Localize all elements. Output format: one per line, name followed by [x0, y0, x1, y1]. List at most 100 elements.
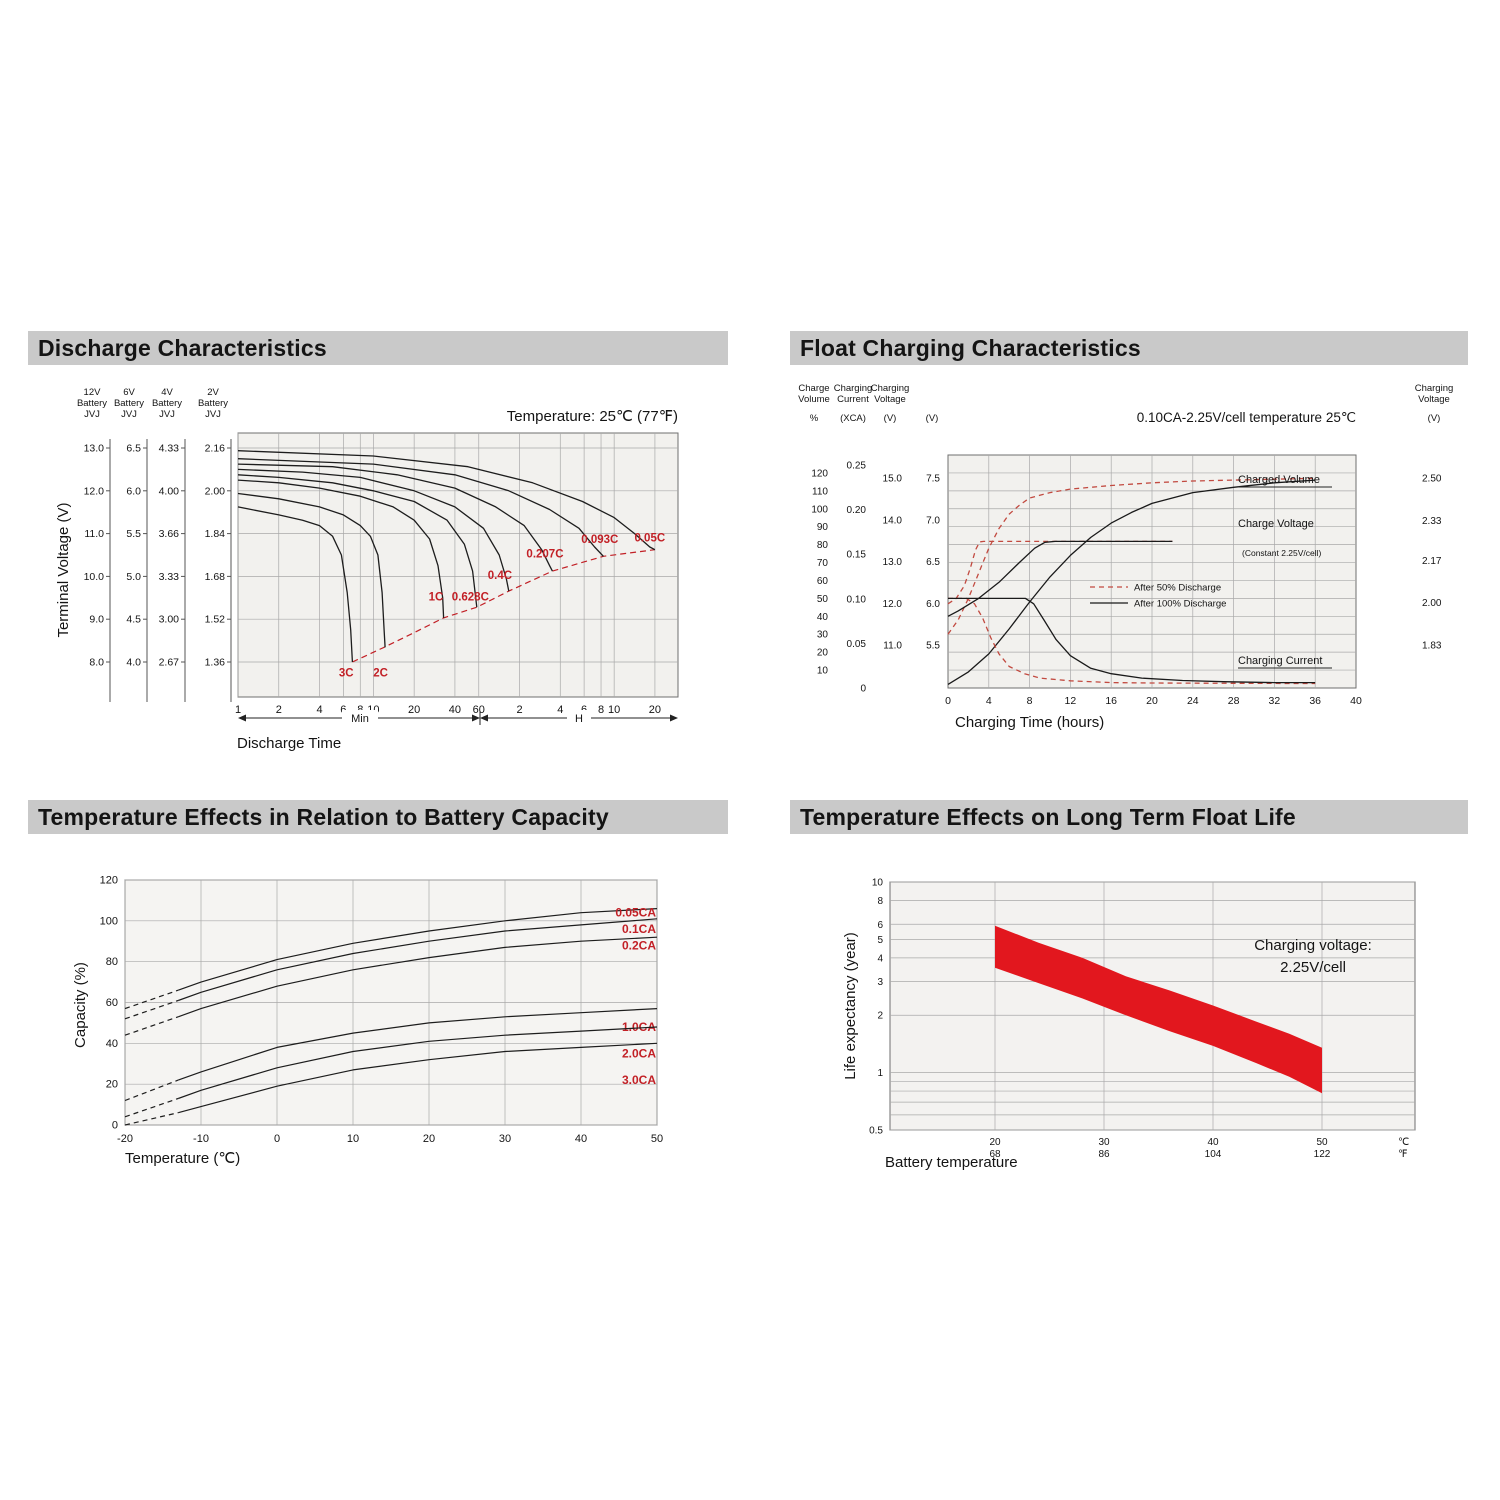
x-tick-label: 0	[945, 695, 951, 707]
y-tick-label: 70	[817, 558, 829, 569]
chart-annotation: 0.10CA-2.25V/cell temperature 25℃	[1137, 410, 1356, 425]
series-charge-voltage-after-50-discharge	[947, 540, 1173, 605]
y-tick-label: 60	[106, 997, 118, 1009]
y-tick-label: 12.0	[84, 485, 105, 497]
panel-header-discharge: Discharge Characteristics	[28, 331, 728, 365]
series-0.1CA	[177, 918, 658, 1002]
series-1.0CA	[177, 1008, 658, 1081]
y-tick-label: 11.0	[883, 641, 902, 652]
x-tick-label: 20	[649, 704, 661, 716]
x-unit-celsius: ℃	[1398, 1137, 1409, 1148]
y-tick-label: 0	[860, 684, 866, 695]
y-tick-label: 40	[817, 612, 829, 623]
x-tick-label: 16	[1105, 695, 1117, 707]
y-tick-label: 4.0	[126, 657, 141, 669]
series-charge-voltage-after-100-discharge	[947, 540, 1173, 617]
axis-header: 6V	[123, 387, 135, 398]
x-tick-label: 40	[449, 704, 461, 716]
label-constant-voltage: (Constant 2.25V/cell)	[1242, 548, 1322, 558]
y-tick-label: 1	[877, 1068, 883, 1079]
x-tick-label: 20	[423, 1133, 435, 1145]
series-label-0.05C: 0.05C	[634, 533, 665, 545]
y-tick-label: 11.0	[84, 528, 104, 540]
y-axis-label: Life expectancy (year)	[842, 932, 859, 1080]
y-tick-label: 10.0	[84, 571, 105, 583]
axis-header: JVJ	[205, 409, 221, 420]
series-1C	[237, 479, 445, 618]
x-tick-label: 50	[651, 1133, 663, 1145]
axis-header: JVJ	[159, 409, 175, 420]
series-0.1CA-dashed	[124, 999, 179, 1020]
x-tick-label: 32	[1269, 695, 1281, 707]
axis-header: 12V	[84, 387, 102, 398]
legend-label: After 100% Discharge	[1134, 599, 1226, 610]
axis-header: Current	[837, 394, 869, 405]
y-tick-label: 2	[877, 1011, 883, 1022]
y-tick-label: 2.33	[1422, 516, 1442, 527]
y-tick-label: 110	[812, 486, 828, 497]
x-tick-label: 4	[557, 704, 563, 716]
series-charging-current-after-50-discharge	[948, 597, 1316, 685]
series-label-1.0CA: 1.0CA	[622, 1020, 656, 1034]
chart-annotation: 2.25V/cell	[1280, 959, 1346, 976]
series-label-0.207C: 0.207C	[526, 549, 563, 561]
x-tick-label: -10	[193, 1133, 209, 1145]
axis-header: 4V	[161, 387, 173, 398]
axis-unit: (V)	[926, 413, 939, 424]
label-charge-voltage: Charge Voltage	[1238, 518, 1314, 530]
y-tick-label: 7.0	[926, 515, 940, 526]
y-tick-label: 0.10	[847, 594, 867, 605]
float-life-chart: 1086543210.5206830864010450122℃℉Charging…	[842, 878, 1416, 1171]
y-tick-label: 100	[811, 504, 828, 515]
panel-title-temp-capacity: Temperature Effects in Relation to Batte…	[38, 803, 609, 830]
axis-header: Battery	[198, 398, 228, 409]
y-tick-label: 0.25	[847, 461, 867, 472]
y-tick-label: 5	[877, 935, 883, 946]
y-tick-label: 100	[100, 915, 118, 927]
series-3C	[237, 506, 354, 663]
series-2.0CA	[177, 1026, 658, 1100]
y-tick-label: 13.0	[84, 443, 105, 455]
x-tick-label: 36	[1309, 695, 1321, 707]
axis-header: Battery	[114, 398, 144, 409]
series-2C	[237, 492, 386, 648]
temperature-capacity-chart: 0 20 40 60 80 100 120 -20 -10 0 10 20 30 40 50 0.05CA 0.…	[72, 874, 663, 1167]
x-tick-label-c: 30	[1098, 1137, 1110, 1148]
axis-header: 2V	[207, 387, 219, 398]
y-tick-label: 5.0	[126, 571, 141, 583]
discharge-characteristics-chart: 12468102040602468102012VBatteryJVJ13.012…	[55, 387, 679, 752]
y-tick-label: 50	[817, 594, 829, 605]
series-charging-current-after-100-discharge	[948, 597, 1316, 684]
series-label-3C: 3C	[339, 668, 354, 680]
y-tick-label: 0	[112, 1120, 118, 1132]
series-label-0.628C: 0.628C	[452, 591, 489, 603]
x-axis-label: Discharge Time	[237, 735, 341, 752]
y-tick-label: 40	[106, 1038, 118, 1050]
y-tick-label: 3.00	[159, 614, 180, 626]
y-tick-label: 1.52	[205, 614, 226, 626]
y-tick-label: 8.0	[89, 657, 104, 669]
y-tick-label: 30	[817, 630, 829, 641]
plot-area	[237, 432, 679, 698]
x-tick-label: 1	[235, 704, 241, 716]
label-charged-volume: Charged Volume	[1238, 474, 1320, 486]
x-tick-label: 10	[347, 1133, 359, 1145]
y-tick-label: 4.33	[159, 443, 180, 455]
axis-unit: (V)	[1428, 413, 1441, 424]
y-tick-label: 6.5	[126, 443, 141, 455]
y-tick-label: 2.00	[205, 485, 226, 497]
y-tick-label: 0.20	[847, 505, 867, 516]
axis-header: Charging	[1415, 383, 1454, 394]
axis-header: Charging	[871, 383, 910, 394]
x-unit-fahrenheit: ℉	[1398, 1149, 1408, 1160]
series-0.05CA	[177, 908, 658, 991]
series-0.2CA-dashed	[124, 1016, 179, 1036]
y-tick-label: 4	[877, 953, 883, 964]
series-label-1C: 1C	[429, 591, 444, 603]
series-label-0.05CA: 0.05CA	[615, 906, 656, 920]
series-label-2.0CA: 2.0CA	[622, 1047, 656, 1061]
axis-header: Battery	[77, 398, 107, 409]
y-tick-label: 0.5	[869, 1125, 883, 1136]
x-tick-label: 12	[1065, 695, 1077, 707]
